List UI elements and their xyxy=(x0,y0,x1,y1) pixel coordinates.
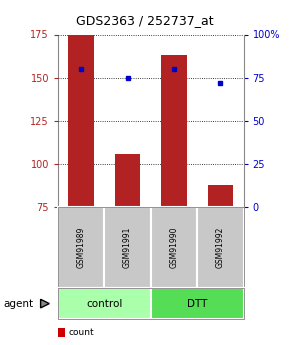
Text: GSM91992: GSM91992 xyxy=(216,227,225,268)
Text: DTT: DTT xyxy=(187,299,207,308)
Bar xyxy=(104,207,151,288)
Bar xyxy=(58,288,151,319)
Bar xyxy=(115,154,140,207)
Bar xyxy=(151,207,197,288)
Text: GDS2363 / 252737_at: GDS2363 / 252737_at xyxy=(76,14,214,27)
Text: agent: agent xyxy=(3,299,33,308)
Bar xyxy=(197,207,244,288)
Bar xyxy=(161,55,187,207)
Bar xyxy=(151,288,244,319)
Bar xyxy=(58,207,104,288)
Text: count: count xyxy=(68,328,94,337)
Bar xyxy=(208,185,233,207)
Text: control: control xyxy=(86,299,123,308)
Text: GSM91990: GSM91990 xyxy=(169,227,179,268)
Text: GSM91989: GSM91989 xyxy=(77,227,86,268)
Text: GSM91991: GSM91991 xyxy=(123,227,132,268)
Bar xyxy=(68,34,94,207)
